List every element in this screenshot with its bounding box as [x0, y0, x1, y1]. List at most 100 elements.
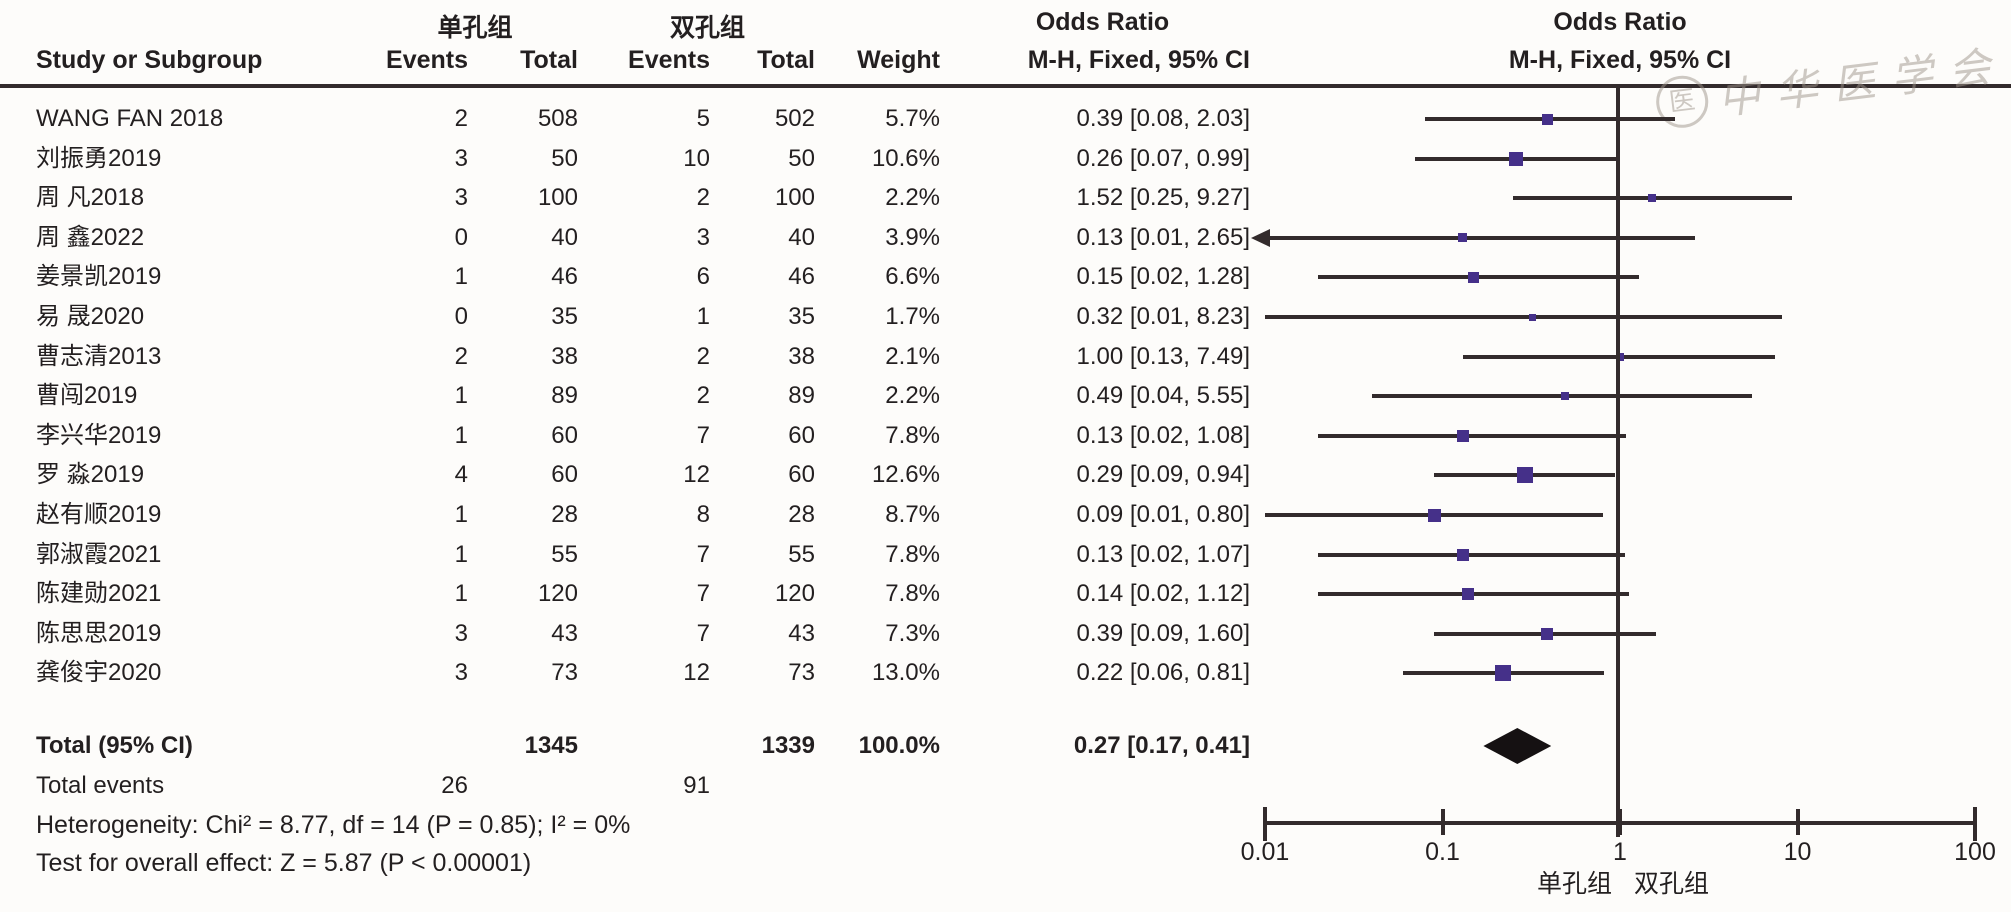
events2-value: 10: [683, 144, 710, 172]
ci-line: [1318, 433, 1626, 438]
x-axis-tick-label: 1: [1613, 838, 1627, 866]
total1-value: 38: [551, 342, 578, 370]
total2-value: 35: [788, 303, 815, 330]
events2-value: 1: [696, 303, 710, 330]
events1-value: 1: [454, 421, 468, 449]
or-ci-value: 0.14 [0.02, 1.12]: [1076, 580, 1250, 608]
study-name: 龚俊宇2020: [36, 659, 162, 687]
study-row: 刘振勇2019 3 50 10 50 10.6% 0.26 [0.07, 0.99]: [0, 139, 2011, 179]
x-axis-tick: [1263, 807, 1267, 841]
study-row: WANG FAN 2018 2 508 5 502 5.7% 0.39 [0.08, 2.0…: [0, 99, 2011, 139]
total2-value: 100: [774, 184, 815, 212]
total2-value: 60: [788, 421, 815, 449]
total1-value: 73: [551, 659, 578, 687]
study-row: 周 鑫2022 0 40 3 40 3.9% 0.13 [0.01, 2.65]: [0, 218, 2011, 258]
study-name: 周 凡2018: [36, 184, 145, 212]
weight-value: 3.9%: [885, 223, 940, 251]
total-events1-value: 26: [441, 772, 468, 799]
total2-value: 120: [774, 580, 815, 608]
study-name: 陈思思2019: [36, 619, 162, 647]
events1-value: 2: [454, 342, 468, 370]
or-point-marker: [1528, 313, 1536, 321]
weight-value: 10.6%: [871, 144, 940, 172]
study-row: 周 凡2018 3 100 2 100 2.2% 1.52 [0.25, 9.27]: [0, 178, 2011, 218]
or-ci-value: 0.39 [0.08, 2.03]: [1076, 105, 1250, 132]
or-ci-value: 0.29 [0.09, 0.94]: [1076, 461, 1250, 489]
or-ci-value: 0.15 [0.02, 1.28]: [1076, 263, 1250, 291]
events1-value: 1: [454, 263, 468, 291]
x-axis-tick-label: 10: [1783, 838, 1812, 866]
study-name: 郭淑霞2021: [36, 540, 162, 568]
or-point-marker: [1509, 151, 1524, 166]
total1-value: 100: [537, 184, 578, 212]
study-name: 罗 淼2019: [36, 461, 145, 489]
events2-value: 12: [683, 659, 710, 687]
weight-value: 6.6%: [885, 263, 940, 291]
x-axis-tick: [1440, 809, 1445, 835]
x-axis-tick-label: 100: [1954, 838, 1996, 866]
weight-value: 1.7%: [885, 303, 940, 330]
events1-value: 1: [454, 382, 468, 410]
or-point-marker: [1648, 194, 1657, 203]
study-name: 周 鑫2022: [36, 223, 145, 251]
study-row: 曹志清2013 2 38 2 38 2.1% 1.00 [0.13, 7.49]: [0, 337, 2011, 377]
ci-line: [1265, 235, 1696, 240]
or-point-marker: [1616, 352, 1624, 361]
events1-value: 1: [454, 501, 468, 528]
study-row: 罗 淼2019 4 60 12 60 12.6% 0.29 [0.09, 0.94]: [0, 455, 2011, 495]
total2-value: 46: [788, 263, 815, 291]
events1-value: 2: [454, 105, 468, 132]
header-separator-line: [0, 84, 2011, 88]
events1-value: 0: [454, 303, 468, 330]
weight-value: 2.2%: [885, 184, 940, 212]
total1-value: 120: [537, 580, 578, 608]
total2-value: 1339: [761, 732, 815, 759]
events1-value: 3: [454, 184, 468, 212]
or-point-marker: [1456, 548, 1469, 561]
total-weight-value: 100.0%: [858, 732, 940, 759]
null-effect-vertical-line: [1616, 88, 1620, 837]
events1-value: 3: [454, 144, 468, 172]
events1-value: 1: [454, 540, 468, 568]
odds-ratio-column-title: Odds Ratio: [1035, 8, 1170, 36]
study-name: 刘振勇2019: [36, 144, 162, 172]
events2-value: 3: [696, 223, 710, 251]
study-row: 姜景凯2019 1 46 6 46 6.6% 0.15 [0.02, 1.28]: [0, 257, 2011, 297]
weight-value: 13.0%: [871, 659, 940, 687]
or-point-marker: [1516, 467, 1533, 484]
events1-value: 4: [454, 461, 468, 489]
ci-truncation-arrow-icon: [1251, 228, 1270, 247]
study-name: WANG FAN 2018: [36, 105, 224, 132]
total2-value: 28: [788, 501, 815, 528]
events2-value: 7: [696, 619, 710, 647]
study-name: 曹闯2019: [36, 382, 138, 410]
or-ci-value: 0.13 [0.01, 2.65]: [1076, 223, 1250, 251]
favours-right-label: 双孔组: [1634, 870, 1710, 898]
study-name: 姜景凯2019: [36, 263, 162, 291]
or-ci-value: 0.09 [0.01, 0.80]: [1076, 501, 1250, 528]
weight-value: 2.2%: [885, 382, 940, 410]
events1-value: 1: [454, 580, 468, 608]
events2-value: 5: [696, 105, 710, 132]
total1-value: 60: [551, 421, 578, 449]
x-axis-tick: [1973, 807, 1977, 841]
study-name: 李兴华2019: [36, 421, 162, 449]
or-ci-value: 1.52 [0.25, 9.27]: [1076, 184, 1250, 212]
events2-value: 8: [696, 501, 710, 528]
or-point-marker: [1468, 271, 1480, 283]
study-name: 易 晟2020: [36, 303, 145, 330]
weight-value: 7.8%: [885, 580, 940, 608]
study-row: 曹闯2019 1 89 2 89 2.2% 0.49 [0.04, 5.55]: [0, 376, 2011, 416]
ci-line: [1265, 315, 1783, 319]
x-axis-tick-label: 0.01: [1240, 838, 1290, 866]
weight-value: 2.1%: [885, 342, 940, 370]
events2-value: 12: [683, 461, 710, 489]
study-column-header: Study or Subgroup: [36, 46, 263, 74]
x-axis-tick-label: 0.1: [1425, 838, 1460, 866]
study-row: 赵有顺2019 1 28 8 28 8.7% 0.09 [0.01, 0.80]: [0, 495, 2011, 535]
total-events-row: Total events 26 91: [0, 766, 2011, 806]
or-point-marker: [1541, 627, 1554, 640]
or-ci-value: 0.39 [0.09, 1.60]: [1076, 619, 1250, 647]
or-ci-value: 0.32 [0.01, 8.23]: [1076, 303, 1250, 330]
